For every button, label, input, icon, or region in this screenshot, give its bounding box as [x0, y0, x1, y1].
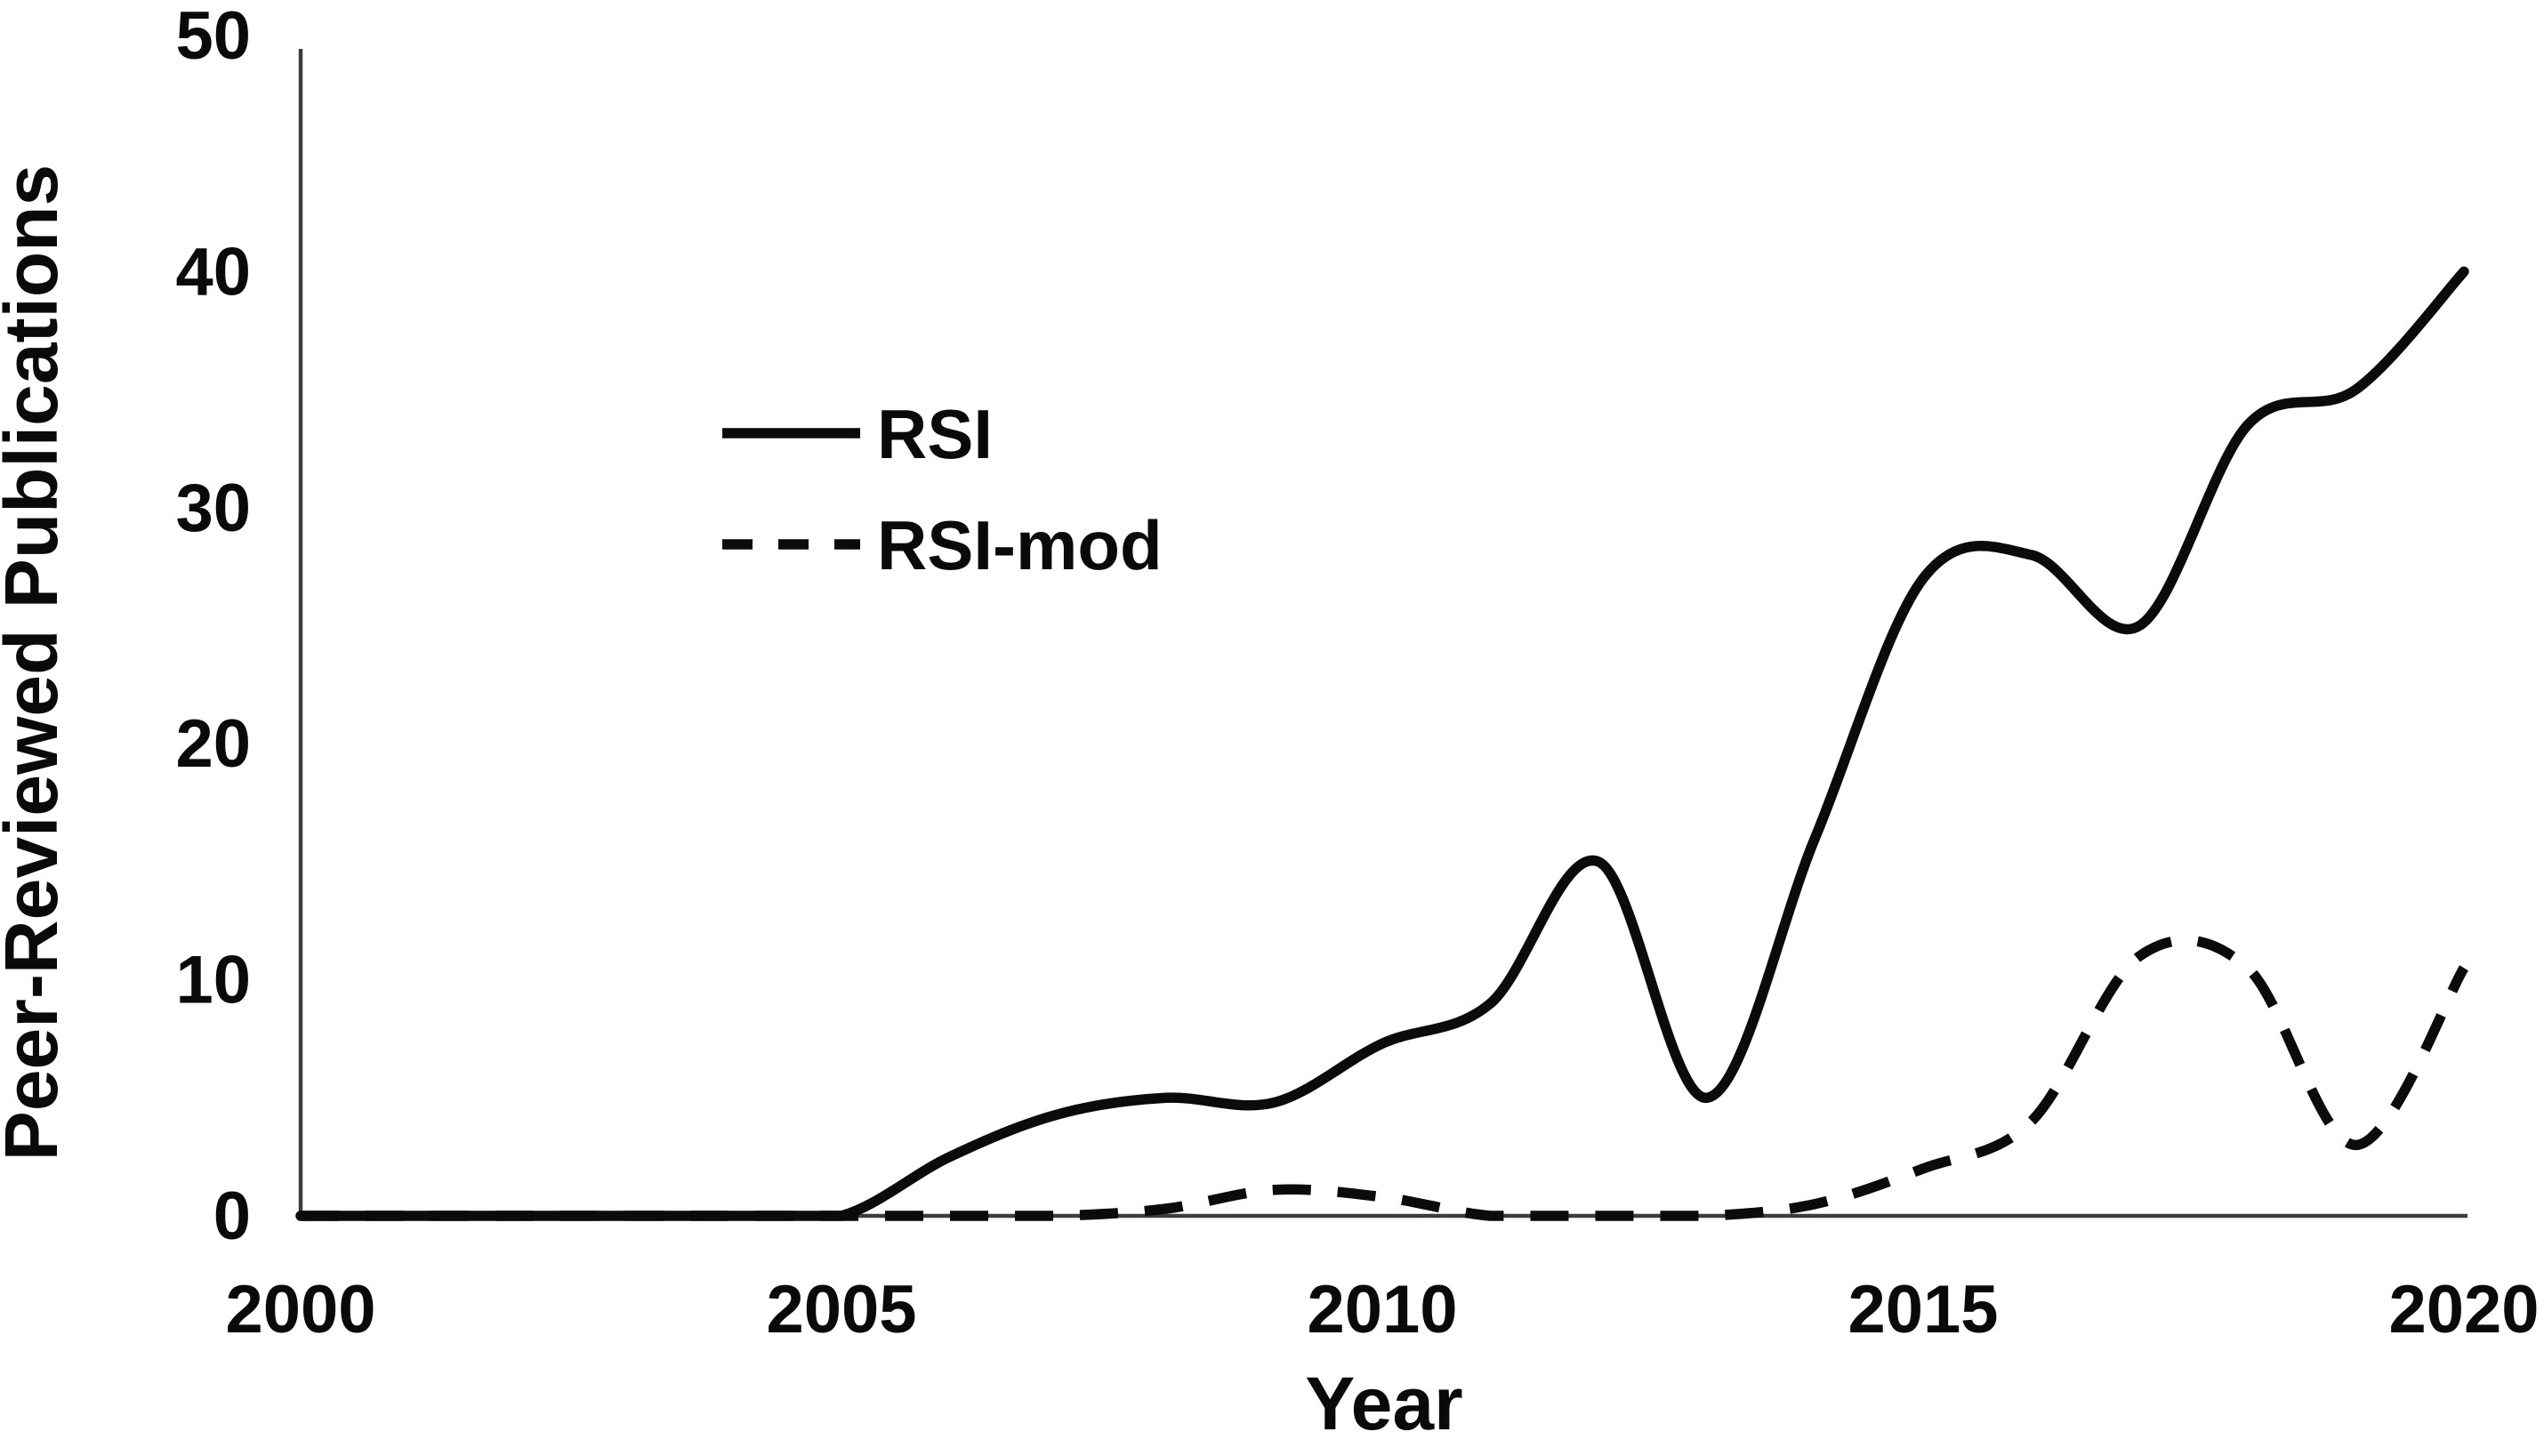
y-tick-label: 20	[175, 706, 251, 782]
y-axis-title: Peer-Reviewed Publications	[0, 165, 73, 1161]
x-tick-label: 2020	[2388, 1272, 2539, 1347]
legend: RSI RSI-mod	[722, 395, 1163, 584]
series-line-rsi-mod	[301, 935, 2468, 1221]
x-tick-label: 2005	[766, 1272, 916, 1347]
x-tick-labels: 2000 2005 2010 2015 2020	[225, 1272, 2539, 1347]
y-tick-label: 30	[175, 471, 251, 546]
x-axis-title: Year	[1305, 1362, 1463, 1445]
x-tick-label: 2015	[1848, 1272, 1998, 1347]
series-line-rsi	[295, 266, 2469, 1221]
y-tick-label: 0	[213, 1178, 251, 1254]
x-tick-label: 2010	[1307, 1272, 1457, 1347]
legend-label-rsi-mod: RSI-mod	[877, 506, 1163, 584]
legend-label-rsi: RSI	[877, 395, 993, 473]
series-lines	[295, 266, 2469, 1221]
y-tick-labels: 0 10 20 30 40 50	[175, 0, 251, 1254]
y-tick-label: 40	[175, 234, 251, 310]
y-tick-label: 50	[175, 0, 251, 74]
x-tick-label: 2000	[225, 1272, 375, 1347]
y-tick-label: 10	[175, 943, 251, 1018]
